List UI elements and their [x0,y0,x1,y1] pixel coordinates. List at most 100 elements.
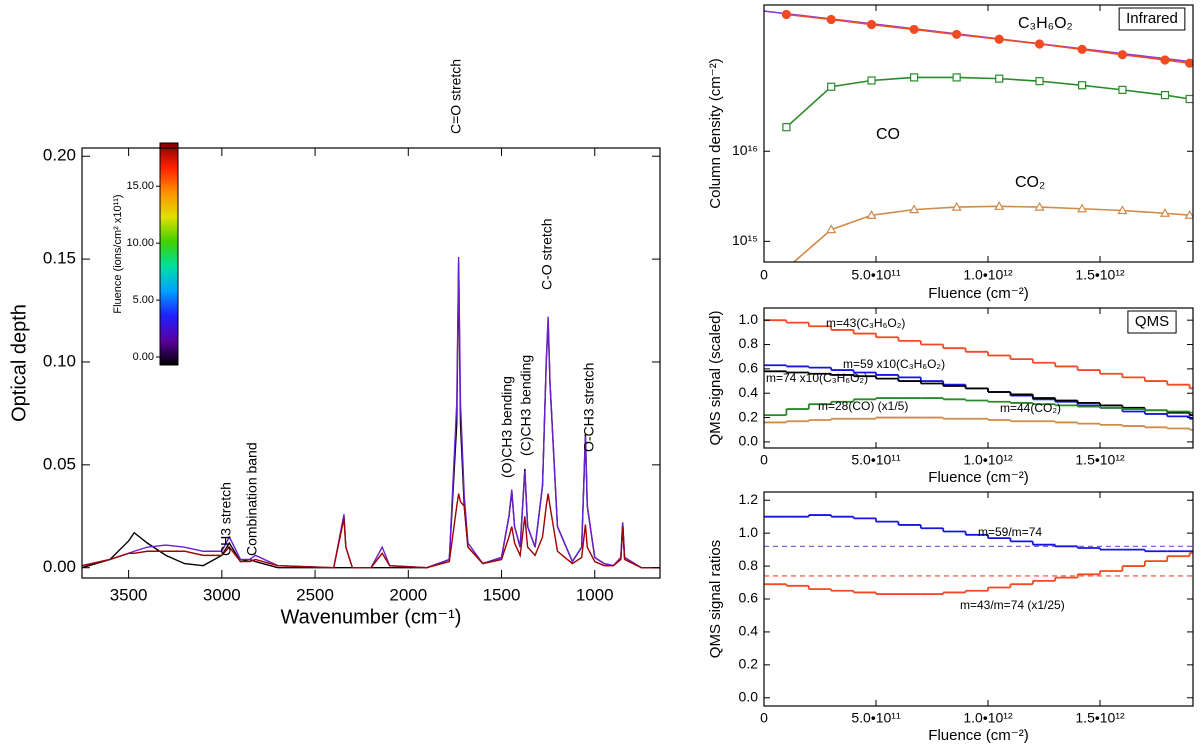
series-label: m=43(C₃H₆O₂) [826,316,905,330]
marker [1077,203,1088,213]
x-axis-title: Fluence (cm⁻²) [928,727,1028,744]
y-tick-label: 0.4 [739,384,759,400]
x-tick-label: 2000 [389,585,427,604]
x-tick-label: 3500 [110,585,148,604]
x-tick-label: 1500 [483,585,521,604]
annotation: Combination band [244,442,260,556]
plot-area [764,514,1193,595]
y-tick-label: 0.0 [739,433,759,449]
y-tick-label: 1.2 [739,491,759,507]
series-label: m=44(CO₂) [1000,401,1061,415]
panel: 0.0 0.2 0.4 0.6 0.8 1.0 1.2 0 5.0•10¹¹ 1.0•10¹² 1.… [707,491,1194,744]
marker [1117,205,1128,215]
marker [994,201,1005,210]
x-tick-label: 1.5•10¹² [1075,267,1125,283]
y-tick-label: 0.0 [739,688,759,704]
panel-label-box [1118,7,1186,31]
annotation: (C)CH3 bending [518,355,534,456]
series-line [82,493,660,569]
y-tick-label: 0.6 [739,360,759,376]
marker [781,9,792,20]
series-label: m=43/m=74 (x1/25) [960,598,1065,612]
y-tick-label: 0.2 [739,656,759,672]
marker [1034,39,1045,49]
annotation: O-CH3 stretch [581,363,597,452]
marker [1035,77,1044,86]
marker [952,29,962,40]
marker [867,76,876,85]
marker [1185,94,1193,104]
x-tick-label: 5.0•10¹¹ [851,267,901,283]
y-axis-title: QMS signal ratios [707,540,724,658]
marker [1078,81,1087,90]
x-axis-title: Fluence (cm⁻²) [928,285,1028,302]
marker [1077,44,1087,55]
plot-frame [81,147,661,579]
series-label: m=74 x10(C₃H₆O₂) [766,371,868,385]
annotation: C-O stretch [539,218,555,290]
y-axis-title: QMS signal (scaled) [707,310,724,445]
marker [909,24,919,35]
marker [826,14,836,25]
y-tick-label: 0.8 [739,335,759,351]
marker [826,224,837,234]
marker [866,210,877,219]
panel: 0.00 0.05 0.10 0.15 0.20 3500 3000 2500 2000 1500… [8,59,661,628]
x-tick-label: 1.5•10¹² [1075,710,1125,726]
series-label: C₃H₆O₂ [1018,15,1073,32]
marker [782,264,790,271]
plot-frame [763,4,1194,263]
series-label: m=28(CO) (x1/5) [818,399,908,413]
y-tick-label: 0.20 [43,146,76,165]
y-tick-label: 0.00 [43,557,76,576]
y-tick-label: 0.8 [739,557,759,573]
y-tick-label: 1.0 [739,524,759,540]
marker [951,201,962,211]
series-label: CO [876,126,900,143]
marker [995,74,1004,83]
y-tick-label: 1.0 [739,311,759,327]
panel-label: Infrared [1126,10,1178,27]
panel-label-box [1127,310,1177,334]
colorbar-tick-label: 15.00 [126,180,154,192]
series-label: m=59/m=74 [978,525,1042,539]
marker [1034,201,1045,211]
colorbar-tick-label: 10.00 [126,237,154,249]
marker [909,73,919,82]
annotation: CH3 stretch [218,482,234,556]
x-tick-label: 2500 [296,585,334,604]
x-axis-title: Fluence (cm⁻²) [928,469,1028,486]
plot-area [764,9,1193,271]
panel: 10¹⁵ 10¹⁶ 0 5.0•10¹¹ 1.0•10¹² 1.5•10¹² Fluence… [707,4,1194,302]
marker [1160,55,1170,65]
x-tick-label: 0 [760,267,768,283]
marker [1185,58,1193,68]
marker [782,123,791,132]
marker [1159,208,1171,217]
y-tick-label: 0.10 [43,351,76,370]
marker [1184,210,1193,219]
series-line [785,76,1190,128]
colorbar-label: Fluence (ions/cm² x10¹¹) [112,194,124,313]
x-tick-label: 5.0•10¹¹ [851,710,901,726]
y-tick-label: 10¹⁵ [732,232,758,248]
y-axis-title: Column density (cm⁻²) [707,58,724,208]
x-tick-label: 1.5•10¹² [1075,452,1125,468]
marker [827,82,836,91]
x-tick-label: 1.0•10¹² [963,267,1013,283]
marker [952,73,961,82]
y-tick-label: 0.15 [43,249,76,268]
y-tick-label: 10¹⁶ [732,142,758,158]
series-label: CO₂ [1015,174,1045,191]
panel: 0.0 0.2 0.4 0.6 0.8 1.0 0 5.0•10¹¹ 1.0•10¹² 1.5•1… [707,307,1194,486]
colorbar-tick-label: 0.00 [133,351,154,363]
y-tick-label: 0.2 [739,408,759,424]
plot-area [82,257,660,569]
x-tick-label: 5.0•10¹¹ [851,452,901,468]
x-tick-label: 0 [760,452,768,468]
y-tick-label: 0.4 [739,623,759,639]
colorbar [159,142,179,366]
marker [866,19,877,30]
x-tick-label: 1.0•10¹² [963,710,1013,726]
